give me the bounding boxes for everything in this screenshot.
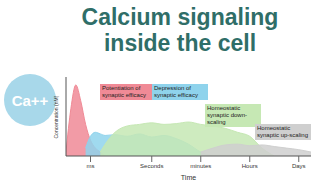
svg-text:Time: Time bbox=[181, 174, 196, 180]
svg-text:Days: Days bbox=[292, 163, 306, 169]
svg-text:Concentration (nM): Concentration (nM) bbox=[53, 95, 59, 138]
svg-text:ms: ms bbox=[87, 163, 95, 169]
html-text:Ca++: Ca++ bbox=[11, 91, 49, 109]
html-text:Homeostatic synaptic up-scalin: Homeostatic synaptic up-scaling bbox=[257, 125, 308, 138]
html-text:Calcium signaling inside the c: Calcium signaling inside the cell bbox=[81, 4, 279, 56]
svg-text:minutes: minutes bbox=[190, 163, 211, 169]
html-text:Potentiation of synaptic effic: Potentiation of synaptic efficacy bbox=[102, 85, 146, 98]
svg-text:Seconds: Seconds bbox=[140, 163, 163, 169]
html-text:Depression of synaptic efficac: Depression of synaptic efficacy bbox=[154, 85, 198, 98]
html-text:Homeostatic synaptic down-scal: Homeostatic synaptic down-scaling bbox=[207, 105, 247, 125]
svg-text:Hours: Hours bbox=[242, 163, 258, 169]
